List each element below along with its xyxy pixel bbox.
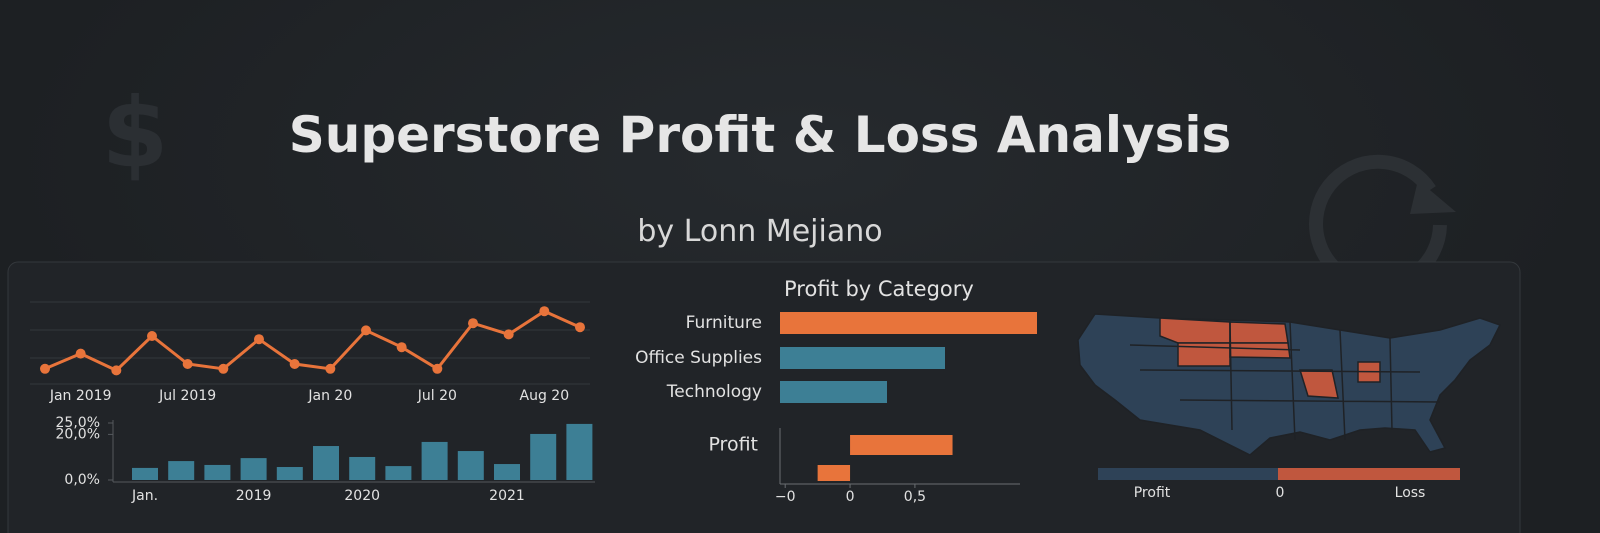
x-tick-label: Jan 2019 [49,388,112,404]
x-tick-label: 0 [846,489,855,505]
point [147,331,157,341]
point [468,318,478,329]
legend-mid-label: 0 [1276,485,1285,501]
bar [204,464,231,480]
subtitle: by Lonn Mejiano [637,214,883,249]
hbar-title: Profit by Category [784,277,974,301]
bar [385,466,412,480]
bar [817,465,851,481]
point [325,363,336,374]
dollar-icon: $ [102,77,169,189]
x-tick-label: Jan 20 [307,388,352,404]
point [503,329,514,340]
bar [780,347,945,369]
x-tick-label: 2021 [489,488,525,504]
x-tick-label: Jul 2019 [158,388,216,404]
bar [240,458,267,480]
point [361,325,371,336]
x-tick-label: Jan. [131,488,158,504]
bar [494,464,520,480]
legend-profit [1098,468,1278,480]
bar [530,433,557,480]
x-tick-label: Jul 20 [417,388,457,404]
bar [850,435,953,455]
category-label: Profit [708,434,758,456]
category-label: Office Supplies [635,348,762,368]
point [182,359,193,369]
point [254,334,264,345]
title: Superstore Profit & Loss Analysis [288,106,1232,164]
point [218,363,229,374]
refresh-arrow [1410,180,1456,214]
x-tick-label: −0 [775,489,796,505]
legend-loss [1278,468,1460,480]
bar [313,446,339,480]
point [75,348,86,359]
point [396,342,407,353]
bar [132,467,158,480]
bar [566,423,593,480]
y-tick-label: 0,0% [64,472,100,488]
point [111,365,122,376]
us-map [1077,313,1502,456]
point [289,359,300,369]
y-tick-label: 25,0% [56,415,100,431]
x-tick-label: Aug 20 [520,388,570,404]
bar [421,441,448,480]
x-tick-label: 2019 [236,488,272,504]
y-tick-label: 20,0% [56,426,100,442]
point [575,322,585,333]
point [432,363,443,374]
x-tick-label: 2020 [344,488,380,504]
bar [457,451,484,480]
legend-high-label: Loss [1395,485,1426,501]
point [539,306,550,317]
point [40,363,50,374]
bar [780,312,1037,334]
bar [168,461,195,480]
category-label: Furniture [686,313,762,333]
x-tick-label: 0,5 [904,489,926,505]
line [44,309,581,373]
legend-low-label: Profit [1134,485,1171,501]
bar [276,467,303,480]
category-label: Technology [666,382,762,402]
bar [780,381,887,403]
bar [349,456,376,480]
